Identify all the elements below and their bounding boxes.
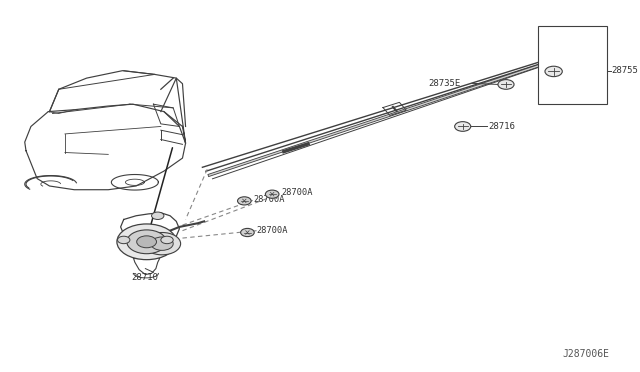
Circle shape [118,236,130,244]
Circle shape [117,224,176,260]
Circle shape [137,236,157,248]
Circle shape [266,190,279,198]
Bar [538,26,607,104]
Circle shape [161,236,173,244]
Circle shape [152,212,164,219]
Text: 28700A: 28700A [257,226,288,235]
Circle shape [241,228,254,237]
Circle shape [127,230,166,254]
Circle shape [143,232,180,255]
Circle shape [151,237,173,250]
Circle shape [237,197,251,205]
Text: 28755: 28755 [612,66,639,75]
Text: 28700A: 28700A [282,188,313,197]
Text: 28716: 28716 [489,122,516,131]
Text: 28710: 28710 [132,273,159,282]
Circle shape [498,80,514,89]
Text: 28700A: 28700A [253,195,285,203]
Circle shape [454,122,471,131]
Circle shape [545,66,563,77]
Text: J287006E: J287006E [563,349,609,359]
Text: 28735E: 28735E [429,79,461,88]
